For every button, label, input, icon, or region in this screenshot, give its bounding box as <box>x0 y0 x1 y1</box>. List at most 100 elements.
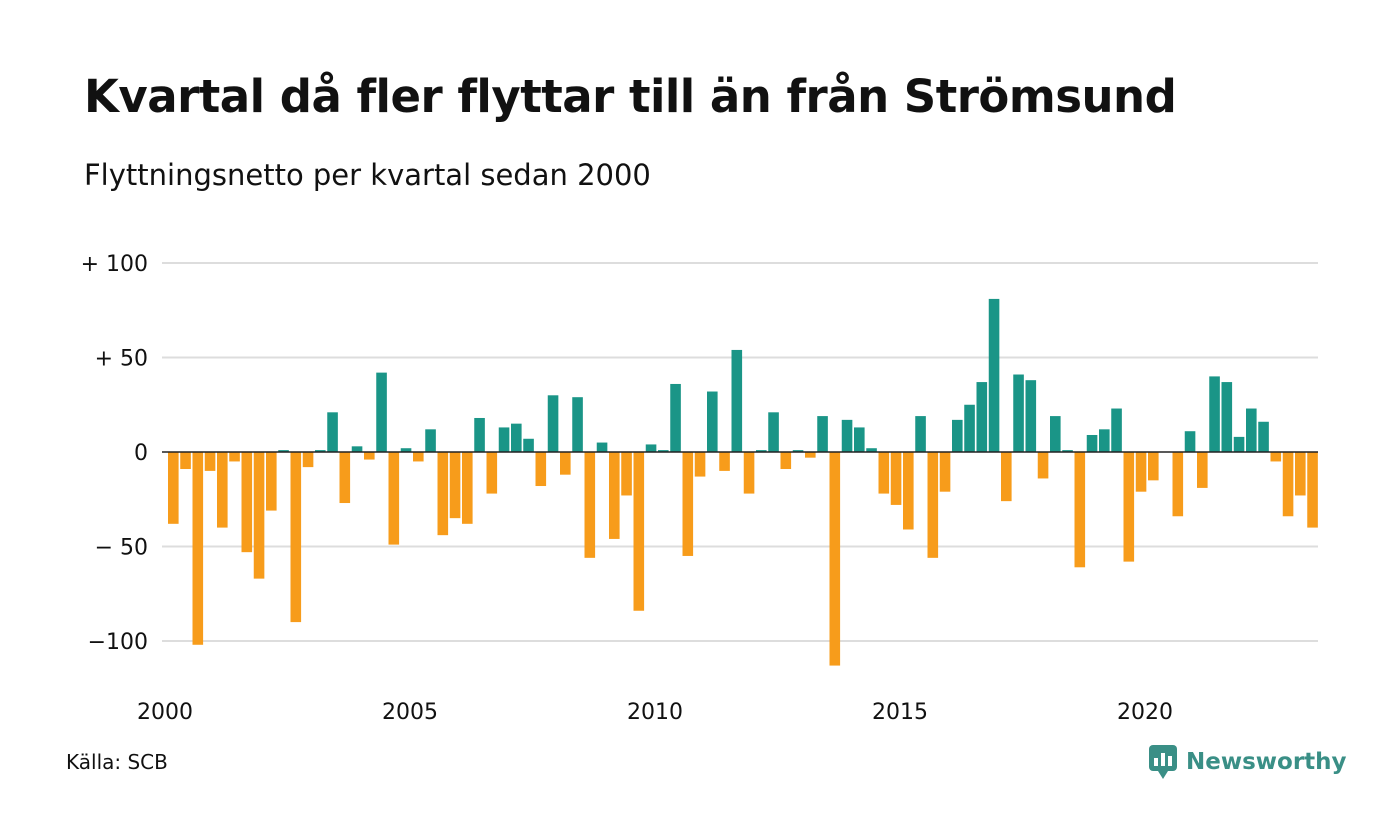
y-tick-label: 0 <box>134 441 148 466</box>
bar: 2014 Q1: 13 <box>854 427 865 452</box>
bar: 2004 Q4: 2 <box>400 448 412 452</box>
bar: 2022 Q1: 23 <box>1246 408 1257 452</box>
bar: 2014 Q4: -28 <box>890 452 902 505</box>
bar: 2003 Q4: 3 <box>351 446 363 452</box>
bar: 2018 Q1: 19 <box>1050 416 1061 452</box>
bar: 2006 Q2: 18 <box>474 417 485 452</box>
bar: 2002 Q4: -8 <box>302 452 314 468</box>
bar: 2011 Q3: 54 <box>731 349 743 452</box>
bar: 2001 Q3: -53 <box>241 452 253 553</box>
source-note: Källa: SCB <box>66 750 168 774</box>
newsworthy-logo-icon <box>1149 745 1177 779</box>
bar: 2005 Q2: 12 <box>425 429 436 452</box>
bar: 2015 Q3: -56 <box>927 452 939 558</box>
bar: 2002 Q1: -31 <box>266 452 277 511</box>
bar: 2009 Q1: -46 <box>609 452 620 539</box>
bar: 2016 Q3: 37 <box>976 382 988 452</box>
bar: 2004 Q2: 42 <box>376 372 387 452</box>
bar: 2017 Q2: 41 <box>1013 374 1024 452</box>
bar: 2008 Q1: -12 <box>560 452 571 475</box>
bar: 2007 Q1: 15 <box>511 423 522 452</box>
bar: 2007 Q3: -18 <box>535 452 547 487</box>
chart-title: Kvartal då fler flyttar till än från Str… <box>84 70 1177 123</box>
brand-logo: Newsworthy <box>1148 744 1347 780</box>
x-tick-label: 2020 <box>1117 700 1173 725</box>
bar: 2001 Q4: -67 <box>253 452 265 579</box>
bar: 2005 Q1: -5 <box>413 452 424 462</box>
bar: 2015 Q1: -41 <box>903 452 914 530</box>
bar: 2001 Q2: -5 <box>229 452 240 462</box>
bar: 2019 Q1: 12 <box>1099 429 1110 452</box>
bar: 2007 Q4: 30 <box>547 395 559 452</box>
bar: 2021 Q3: 37 <box>1221 382 1233 452</box>
bar: 2008 Q3: -56 <box>584 452 596 558</box>
bar: 2016 Q1: 17 <box>952 419 963 452</box>
bar: 2006 Q4: 13 <box>498 427 510 452</box>
bar: 2009 Q4: 4 <box>645 444 657 452</box>
bar: 2010 Q3: -55 <box>682 452 694 556</box>
bar: 2012 Q4: 1 <box>792 450 804 452</box>
bar: 2012 Q2: 21 <box>768 412 779 452</box>
bar: 2013 Q3: -113 <box>829 452 841 666</box>
x-tick-label: 2005 <box>382 700 438 725</box>
bar: 2010 Q1: 1 <box>658 450 669 452</box>
bar: 2013 Q4: 17 <box>841 419 853 452</box>
bar: 2019 Q2: 23 <box>1111 408 1122 452</box>
bar: 2011 Q4: -22 <box>743 452 755 494</box>
y-tick-label: −100 <box>88 630 148 655</box>
bar: 2003 Q1: 1 <box>315 450 326 452</box>
bar: 2003 Q3: -27 <box>339 452 351 504</box>
bar: 2021 Q4: 8 <box>1233 436 1245 452</box>
bar: 2013 Q2: 19 <box>817 416 828 452</box>
bar: 2009 Q3: -84 <box>633 452 645 611</box>
bar: 2021 Q1: -19 <box>1197 452 1208 488</box>
brand-name: Newsworthy <box>1186 749 1347 775</box>
bar: 2001 Q1: -40 <box>217 452 228 528</box>
bar: 2015 Q4: -21 <box>939 452 951 492</box>
y-tick-label: + 50 <box>95 347 148 372</box>
bar: 2010 Q4: -13 <box>694 452 706 477</box>
bar: 2017 Q4: -14 <box>1037 452 1049 479</box>
bar: 2020 Q1: -15 <box>1148 452 1159 481</box>
bar: 2017 Q1: -26 <box>1001 452 1012 502</box>
bar: 2020 Q4: 11 <box>1184 431 1196 452</box>
bar-chart: + 100 + 50 0 − 50 −100 2000 Q1: -382000 Q2: -… <box>81 252 1318 725</box>
bar: 2013 Q1: -3 <box>805 452 816 458</box>
bar: 2000 Q4: -10 <box>204 452 216 471</box>
bar: 2000 Q2: -9 <box>180 452 191 470</box>
bar: 2010 Q2: 36 <box>670 383 681 452</box>
chart-subtitle: Flyttningsnetto per kvartal sedan 2000 <box>84 158 651 192</box>
bar: 2005 Q4: -35 <box>449 452 461 519</box>
bar: 2021 Q2: 40 <box>1209 376 1220 452</box>
bar: 2011 Q1: 32 <box>707 391 718 452</box>
bar: 2000 Q1: -38 <box>168 452 179 524</box>
bar: 2009 Q2: -23 <box>621 452 632 496</box>
y-tick-label: + 100 <box>81 252 148 277</box>
bar: 2023 Q2: -40 <box>1307 452 1318 528</box>
bar: 2003 Q2: 21 <box>327 412 338 452</box>
bar: 2007 Q2: 7 <box>523 438 534 452</box>
bar: 2002 Q2: 1 <box>278 450 289 452</box>
bar: 2004 Q1: -4 <box>364 452 375 460</box>
bar: 2014 Q3: -22 <box>878 452 890 494</box>
bar: 2019 Q4: -21 <box>1135 452 1147 492</box>
bar: 2012 Q1: 1 <box>756 450 767 452</box>
bar: 2002 Q3: -90 <box>290 452 302 623</box>
bar: 2008 Q4: 5 <box>596 442 608 452</box>
bar: 2000 Q3: -102 <box>192 452 204 645</box>
bar: 2020 Q3: -34 <box>1172 452 1184 517</box>
bar: 2006 Q3: -22 <box>486 452 498 494</box>
bar: 2016 Q2: 25 <box>964 404 975 452</box>
bar: 2018 Q4: 9 <box>1086 434 1098 452</box>
bar: 2022 Q4: -34 <box>1282 452 1294 517</box>
bar: 2005 Q3: -44 <box>437 452 449 536</box>
bar: 2018 Q3: -61 <box>1074 452 1086 568</box>
bar: 2014 Q2: 2 <box>866 448 877 452</box>
bar: 2017 Q3: 38 <box>1025 380 1037 452</box>
bar: 2008 Q2: 29 <box>572 397 583 452</box>
x-tick-label: 2015 <box>872 700 928 725</box>
bar: 2015 Q2: 19 <box>915 416 926 452</box>
bar: 2022 Q2: 16 <box>1258 421 1269 452</box>
bar: 2004 Q3: -49 <box>388 452 400 545</box>
bar: 2006 Q1: -38 <box>462 452 473 524</box>
